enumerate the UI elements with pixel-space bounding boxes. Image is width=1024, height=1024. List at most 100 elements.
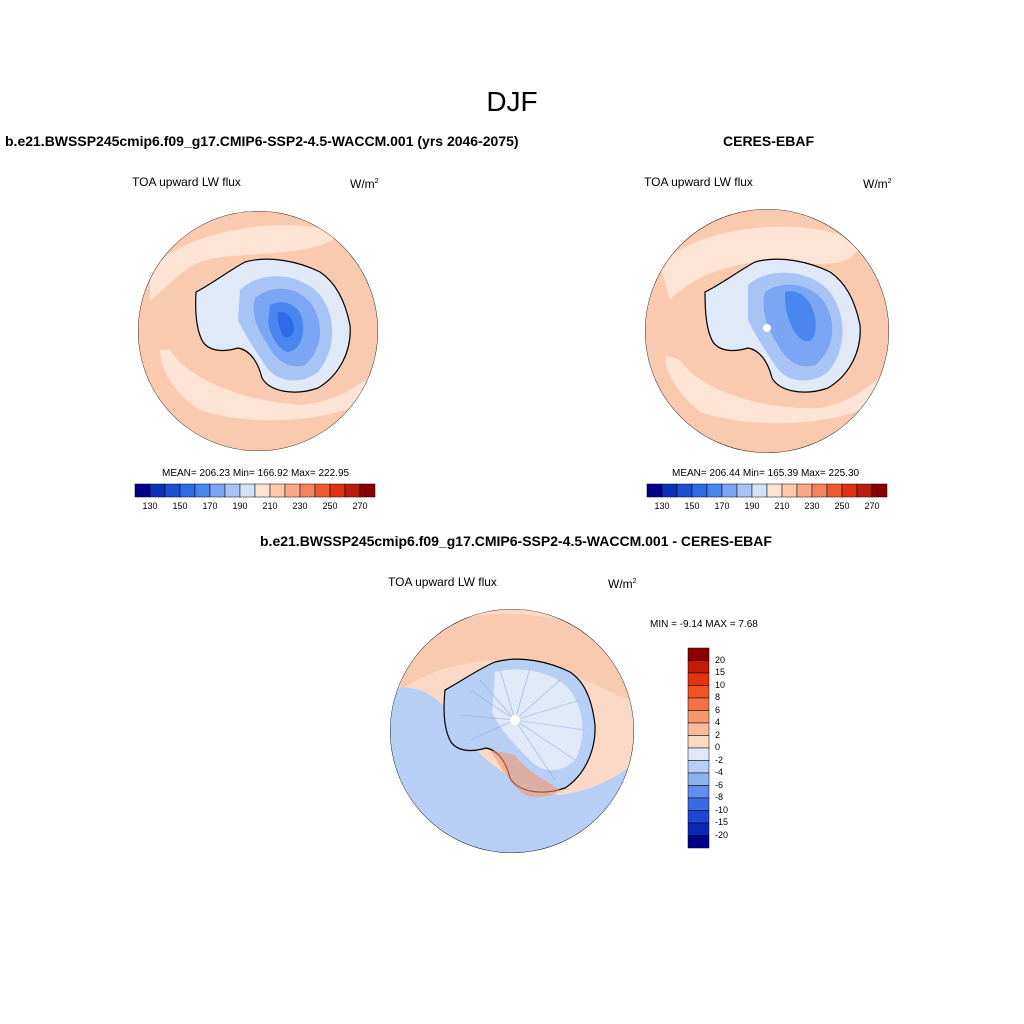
diff-units-label: W/m2 [608,577,637,591]
colorbar-swatch [687,760,710,774]
colorbar-swatch [781,483,798,498]
diff-panel-title: b.e21.BWSSP245cmip6.f09_g17.CMIP6-SSP2-4… [260,533,772,549]
colorbar-swatch [856,483,873,498]
colorbar-swatch [811,483,828,498]
pole-blank [510,715,520,725]
colorbar-tick-label: -15 [715,817,729,827]
colorbar-swatch [687,685,710,699]
colorbar-tick-label: 250 [322,501,338,511]
colorbar-tick-label: -20 [715,829,729,840]
colorbar-diff [687,647,710,849]
colorbar-tick-label: -2 [715,754,724,765]
colorbar-swatch [687,672,710,686]
colorbar-swatch [164,483,181,498]
colorbar-swatch [149,483,166,498]
colorbar-swatch [254,483,271,498]
colorbar-tick-label: 210 [262,501,278,511]
colorbar-tick-label: 270 [352,501,368,511]
colorbar-swatch [687,647,710,661]
diff-radial-streaks [459,667,586,781]
colorbar-tick-label: 170 [202,501,218,511]
colorbar-tick-label: 2 [715,729,721,740]
colorbar-tick-label: 150 [172,501,188,511]
colorbar-swatch [706,483,723,498]
colorbar-swatch [687,697,710,711]
obs-stats: MEAN= 206.44 Min= 165.39 Max= 225.30 [672,468,860,479]
colorbar-model [134,483,376,498]
colorbar-swatch [751,483,768,498]
model-variable-label: TOA upward LW flux [132,175,241,189]
colorbar-tick-label: 270 [864,501,880,511]
colorbar-swatch [224,483,241,498]
colorbar-tick-label: 4 [715,717,721,727]
colorbar-tick-label: 230 [292,501,308,511]
colorbar-tick-label: 170 [714,501,730,511]
land-core-contour [277,311,294,338]
colorbar-tick-label: 190 [744,501,760,511]
colorbar-swatch [314,483,331,498]
colorbar-swatch [179,483,196,498]
colorbar-swatch [687,822,710,836]
ocean-pale-band-north [660,226,860,300]
colorbar-swatch [359,483,376,498]
colorbar-tick-label: 130 [142,501,158,511]
colorbar-tick-label: 10 [715,679,726,690]
diff-positive-north [400,613,631,700]
colorbar-swatch [194,483,211,498]
diff-positive-ross-sea [490,750,560,798]
colorbar-obs [646,483,888,498]
colorbar-swatch [134,483,151,498]
colorbar-swatch [329,483,346,498]
model-panel-title: b.e21.BWSSP245cmip6.f09_g17.CMIP6-SSP2-4… [5,133,519,149]
colorbar-swatch [687,810,710,824]
model-stats: MEAN= 206.23 Min= 166.92 Max= 222.95 [162,468,350,479]
colorbar-swatch [826,483,843,498]
model-units-label: W/m2 [350,177,379,191]
colorbar-tick-label: -10 [715,804,729,815]
colorbar-tick-label: 190 [232,501,248,511]
diff-variable-label: TOA upward LW flux [388,575,497,589]
colorbar-tick-label: 250 [834,501,850,511]
ocean-pale-band-south [160,350,378,421]
colorbar-swatch [766,483,783,498]
colorbar-swatch [209,483,226,498]
colorbar-tick-label: -8 [715,792,724,802]
colorbar-tick-label: 6 [715,704,721,715]
missing-data-spot [763,324,771,332]
colorbar-swatch [691,483,708,498]
obs-map [645,209,889,453]
colorbar-swatch [736,483,753,498]
land-deep-contour [785,291,816,342]
ocean-pale-band-north [150,225,340,300]
diff-stats: MIN = -9.14 MAX = 7.68 [650,619,758,630]
colorbar-tick-label: 230 [804,501,820,511]
colorbar-swatch [687,735,710,749]
colorbar-tick-label: 0 [715,742,721,752]
model-map [138,211,378,451]
obs-variable-label: TOA upward LW flux [644,175,753,189]
colorbar-swatch [687,710,710,724]
colorbar-swatch [676,483,693,498]
colorbar-swatch [871,483,888,498]
colorbar-swatch [796,483,813,498]
colorbar-tick-label: 210 [774,501,790,511]
colorbar-swatch [687,835,710,849]
colorbar-swatch [284,483,301,498]
diff-map [390,609,634,853]
colorbar-swatch [687,722,710,736]
colorbar-tick-label: 150 [684,501,700,511]
colorbar-swatch [344,483,361,498]
colorbar-swatch [239,483,256,498]
ocean-pale-band-south [665,355,889,424]
colorbar-swatch [646,483,663,498]
colorbar-swatch [687,785,710,799]
colorbar-tick-label: 15 [715,667,726,677]
colorbar-swatch [687,660,710,674]
colorbar-tick-label: 20 [715,654,726,665]
colorbar-swatch [687,772,710,786]
figure-title: DJF [486,86,538,117]
colorbar-swatch [687,747,710,761]
obs-panel-title: CERES-EBAF [723,133,815,149]
diff-near-zero-interior [492,669,583,771]
